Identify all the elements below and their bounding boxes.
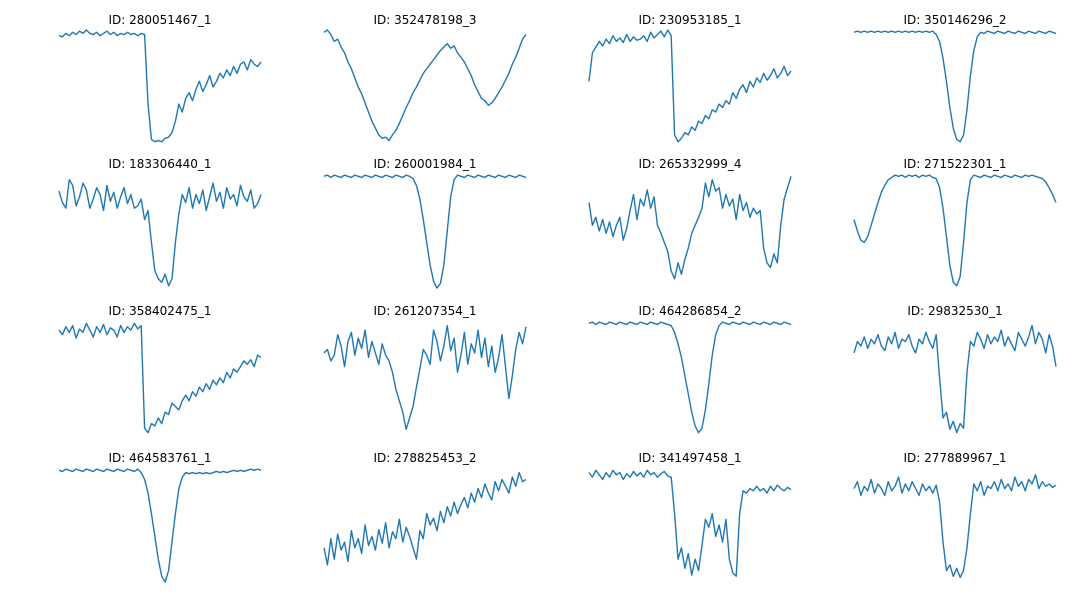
light-curve-panel: ID: 29832530_1 — [853, 303, 1057, 435]
line-plot — [58, 322, 262, 434]
series-line — [588, 321, 792, 434]
light-curve-panel: ID: 265332999_4 — [588, 156, 792, 288]
line-plot — [58, 29, 262, 143]
series-line — [588, 29, 792, 143]
light-curve-panel: ID: 352478198_3 — [323, 12, 527, 144]
line-plot — [853, 30, 1057, 143]
series-line — [58, 468, 262, 583]
line-plot — [323, 174, 527, 289]
panel-title: ID: 230953185_1 — [638, 13, 742, 27]
light-curve-panel: ID: 183306440_1 — [58, 156, 262, 288]
panel-title: ID: 278825453_2 — [373, 451, 477, 465]
panel-title: ID: 464583761_1 — [108, 451, 212, 465]
panel-title: ID: 29832530_1 — [907, 304, 1003, 318]
light-curve-panel: ID: 358402475_1 — [58, 303, 262, 435]
series-line — [853, 174, 1057, 287]
panel-title: ID: 280051467_1 — [108, 13, 212, 27]
line-plot — [58, 468, 262, 583]
panel-title: ID: 261207354_1 — [373, 304, 477, 318]
light-curve-panel: ID: 261207354_1 — [323, 303, 527, 435]
line-plot — [588, 29, 792, 143]
series-line — [853, 324, 1057, 434]
series-line — [323, 471, 527, 566]
panel-title: ID: 464286854_2 — [638, 304, 742, 318]
light-curve-panel: ID: 341497458_1 — [588, 450, 792, 582]
line-plot — [323, 324, 527, 431]
series-line — [588, 469, 792, 578]
line-plot — [853, 174, 1057, 287]
panel-title: ID: 341497458_1 — [638, 451, 742, 465]
series-line — [853, 30, 1057, 143]
line-plot — [588, 176, 792, 280]
panel-title: ID: 277889967_1 — [903, 451, 1007, 465]
light-curve-panel: ID: 260001984_1 — [323, 156, 527, 289]
panel-title: ID: 350146296_2 — [903, 13, 1007, 27]
light-curve-panel: ID: 464583761_1 — [58, 450, 262, 583]
panel-title: ID: 260001984_1 — [373, 157, 477, 171]
light-curve-panel: ID: 230953185_1 — [588, 12, 792, 144]
panel-title: ID: 352478198_3 — [373, 13, 477, 27]
light-curve-panel: ID: 464286854_2 — [588, 303, 792, 435]
series-line — [323, 29, 527, 142]
light-curve-panel: ID: 350146296_2 — [853, 12, 1057, 144]
series-line — [323, 324, 527, 431]
series-line — [588, 176, 792, 280]
light-curve-panel: ID: 278825453_2 — [323, 450, 527, 582]
line-plot — [323, 29, 527, 142]
series-line — [323, 174, 527, 289]
panel-title: ID: 271522301_1 — [903, 157, 1007, 171]
panel-title: ID: 358402475_1 — [108, 304, 212, 318]
panel-title: ID: 265332999_4 — [638, 157, 742, 171]
line-plot — [588, 469, 792, 578]
series-line — [58, 29, 262, 143]
line-plot — [853, 324, 1057, 434]
line-plot — [323, 471, 527, 566]
line-plot — [588, 321, 792, 434]
series-line — [58, 322, 262, 434]
light-curve-panel: ID: 271522301_1 — [853, 156, 1057, 288]
light-curve-panel: ID: 277889967_1 — [853, 450, 1057, 582]
series-line — [853, 474, 1057, 579]
panel-title: ID: 183306440_1 — [108, 157, 212, 171]
series-line — [58, 178, 262, 287]
light-curve-panel: ID: 280051467_1 — [58, 12, 262, 144]
line-plot — [853, 474, 1057, 579]
line-plot — [58, 178, 262, 287]
